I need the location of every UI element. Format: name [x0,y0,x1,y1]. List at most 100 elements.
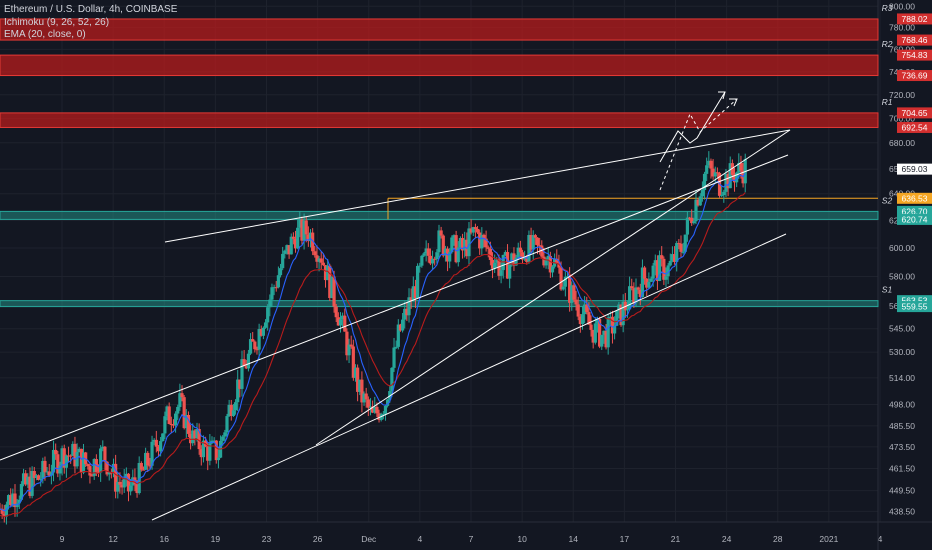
candle-body[interactable] [317,258,321,262]
candle-body[interactable] [655,260,660,281]
candle-body[interactable] [589,324,593,330]
candle-body[interactable] [576,304,580,317]
candle-body[interactable] [43,460,47,473]
candle-body[interactable] [469,228,473,233]
candle-body[interactable] [73,443,77,467]
candle-body[interactable] [531,235,535,250]
candle-body[interactable] [433,258,437,260]
candle-body[interactable] [154,439,158,447]
candle-body[interactable] [26,476,30,485]
candle-body[interactable] [253,341,257,350]
candle-body[interactable] [152,439,156,442]
candle-body[interactable] [608,316,612,318]
candle-body[interactable] [278,268,283,276]
candle-body[interactable] [214,440,218,461]
candle-body[interactable] [321,262,325,266]
candle-body[interactable] [17,499,21,504]
candle-body[interactable] [430,258,435,264]
candle-body[interactable] [475,228,480,233]
candle-body[interactable] [559,267,563,290]
candle-body[interactable] [270,287,274,300]
candle-body[interactable] [351,346,355,378]
candle-body[interactable] [503,252,507,255]
candle-body[interactable] [122,478,126,488]
candle-body[interactable] [548,256,552,273]
candle-body[interactable] [690,217,694,224]
candle-body[interactable] [19,483,24,500]
candle-body[interactable] [392,347,396,368]
support-zone[interactable] [0,300,879,308]
candle-body[interactable] [268,299,272,308]
candle-body[interactable] [191,430,195,444]
candle-body[interactable] [176,406,180,414]
candle-body[interactable] [533,235,537,238]
candle-body[interactable] [353,367,358,378]
candle-body[interactable] [386,399,390,406]
candle-body[interactable] [737,163,741,173]
candle-body[interactable] [223,432,227,437]
candle-body[interactable] [236,379,240,403]
candle-body[interactable] [139,462,143,470]
candle-body[interactable] [672,254,677,262]
candle-body[interactable] [512,253,516,266]
candle-body[interactable] [358,379,362,392]
candle-body[interactable] [687,217,692,219]
candle-body[interactable] [174,413,178,426]
candle-body[interactable] [221,436,225,441]
candle-body[interactable] [178,393,182,407]
candle-body[interactable] [96,471,101,473]
candle-body[interactable] [435,252,439,260]
candle-body[interactable] [578,316,582,324]
candle-body[interactable] [54,449,58,455]
candle-body[interactable] [135,483,139,494]
candle-body[interactable] [529,234,533,250]
candle-body[interactable] [257,329,261,350]
candle-body[interactable] [568,276,572,303]
candle-body[interactable] [381,413,385,415]
projection-arrow-dashed[interactable] [659,98,738,191]
candle-body[interactable] [705,165,709,174]
candle-body[interactable] [116,481,120,492]
candle-body[interactable] [129,485,133,492]
candle-body[interactable] [493,262,497,269]
candle-body[interactable] [627,286,632,310]
candle-body[interactable] [182,397,186,429]
candle-body[interactable] [118,481,122,485]
candle-body[interactable] [484,238,488,248]
candle-body[interactable] [51,449,56,473]
candle-body[interactable] [630,286,634,289]
candle-body[interactable] [698,196,702,206]
candle-body[interactable] [34,475,39,478]
candle-body[interactable] [647,281,651,288]
candle-body[interactable] [208,443,212,461]
candle-body[interactable] [311,232,315,252]
candle-body[interactable] [281,253,285,269]
candle-body[interactable] [144,452,148,470]
candle-body[interactable] [360,379,364,403]
candle-body[interactable] [615,310,619,326]
candle-body[interactable] [47,471,51,476]
candle-body[interactable] [244,366,248,369]
candle-body[interactable] [302,220,306,241]
candle-body[interactable] [293,238,298,249]
candle-body[interactable] [732,174,737,183]
candle-body[interactable] [4,504,9,517]
candle-body[interactable] [86,464,90,467]
candle-body[interactable] [499,270,503,276]
candle-body[interactable] [713,172,717,177]
candle-body[interactable] [709,160,713,169]
candle-body[interactable] [463,239,467,251]
candle-body[interactable] [448,252,452,262]
candle-body[interactable] [600,334,604,347]
candle-body[interactable] [450,237,454,253]
candle-body[interactable] [336,317,340,326]
candle-body[interactable] [126,473,131,492]
resistance-zone[interactable] [0,112,879,128]
candle-body[interactable] [694,199,698,222]
candle-body[interactable] [739,163,743,171]
candle-body[interactable] [304,220,308,235]
candle-body[interactable] [409,297,413,302]
candle-body[interactable] [730,163,734,175]
candle-body[interactable] [595,319,600,324]
candle-body[interactable] [437,230,441,253]
